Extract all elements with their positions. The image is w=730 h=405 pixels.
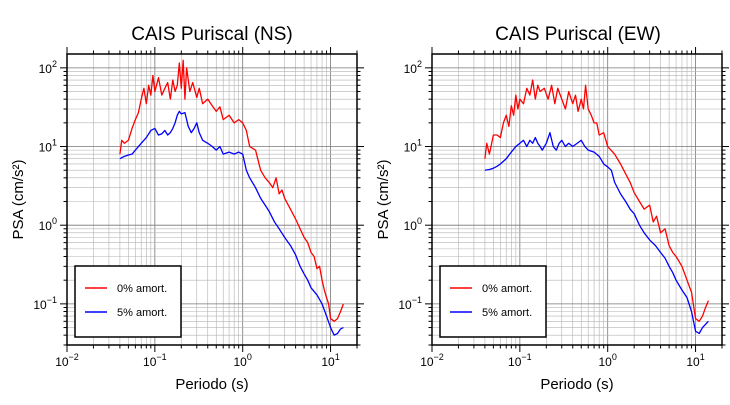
series-line-1 xyxy=(484,132,709,335)
series-group xyxy=(119,59,344,336)
y-tick-label: 102 xyxy=(404,59,422,76)
y-tick-label: 10−1 xyxy=(398,295,422,312)
plot-frame xyxy=(66,53,358,346)
legend-label-0: 0% amort. xyxy=(117,283,167,295)
chart-ew: CAIS Puriscal (EW) 10−2 10−1 100 101 10−1 100… xyxy=(375,24,729,393)
y-tick-label: 101 xyxy=(404,138,422,155)
x-tick-label: 101 xyxy=(321,352,339,369)
legend-box xyxy=(439,265,547,338)
y-tick-label: 101 xyxy=(39,138,57,155)
series-line-0 xyxy=(119,59,344,322)
chart-ns: CAIS Puriscal (NS) 10−2 10−1 100 101 10−1 100… xyxy=(10,24,364,393)
y-tick-label: 102 xyxy=(39,59,57,76)
series-line-0 xyxy=(484,79,709,322)
y-tick-label: 10−1 xyxy=(33,295,57,312)
chart-title: CAIS Puriscal (NS) xyxy=(131,24,293,45)
x-tick-label: 10−1 xyxy=(508,352,532,369)
chart-title: CAIS Puriscal (EW) xyxy=(495,24,661,45)
series-line-1 xyxy=(119,110,344,336)
y-tick-label: 100 xyxy=(404,216,422,233)
legend: 0% amort. 5% amort. xyxy=(439,265,547,338)
legend-box xyxy=(74,265,182,338)
plot-frame xyxy=(431,53,723,346)
legend-label-0: 0% amort. xyxy=(482,283,532,295)
x-tick-label: 10−2 xyxy=(420,352,444,369)
x-tick-label: 100 xyxy=(599,352,617,369)
legend: 0% amort. 5% amort. xyxy=(74,265,182,338)
x-tick-label: 10−1 xyxy=(143,352,167,369)
ticks: 10−2 10−1 100 101 10−1 100 101 102 xyxy=(398,47,729,369)
grid xyxy=(66,54,358,346)
legend-label-1: 5% amort. xyxy=(117,307,167,319)
x-tick-label: 10−2 xyxy=(55,352,79,369)
y-axis-label: PSA (cm/s²) xyxy=(10,159,27,239)
ticks: 10−2 10−1 100 101 10−1 100 101 102 xyxy=(33,47,364,369)
x-axis-label: Periodo (s) xyxy=(540,376,613,393)
y-axis-label: PSA (cm/s²) xyxy=(375,159,392,239)
series-group xyxy=(484,79,709,335)
legend-label-1: 5% amort. xyxy=(482,307,532,319)
x-axis-label: Periodo (s) xyxy=(175,376,248,393)
x-tick-label: 100 xyxy=(234,352,252,369)
y-tick-label: 100 xyxy=(39,216,57,233)
x-tick-label: 101 xyxy=(686,352,704,369)
